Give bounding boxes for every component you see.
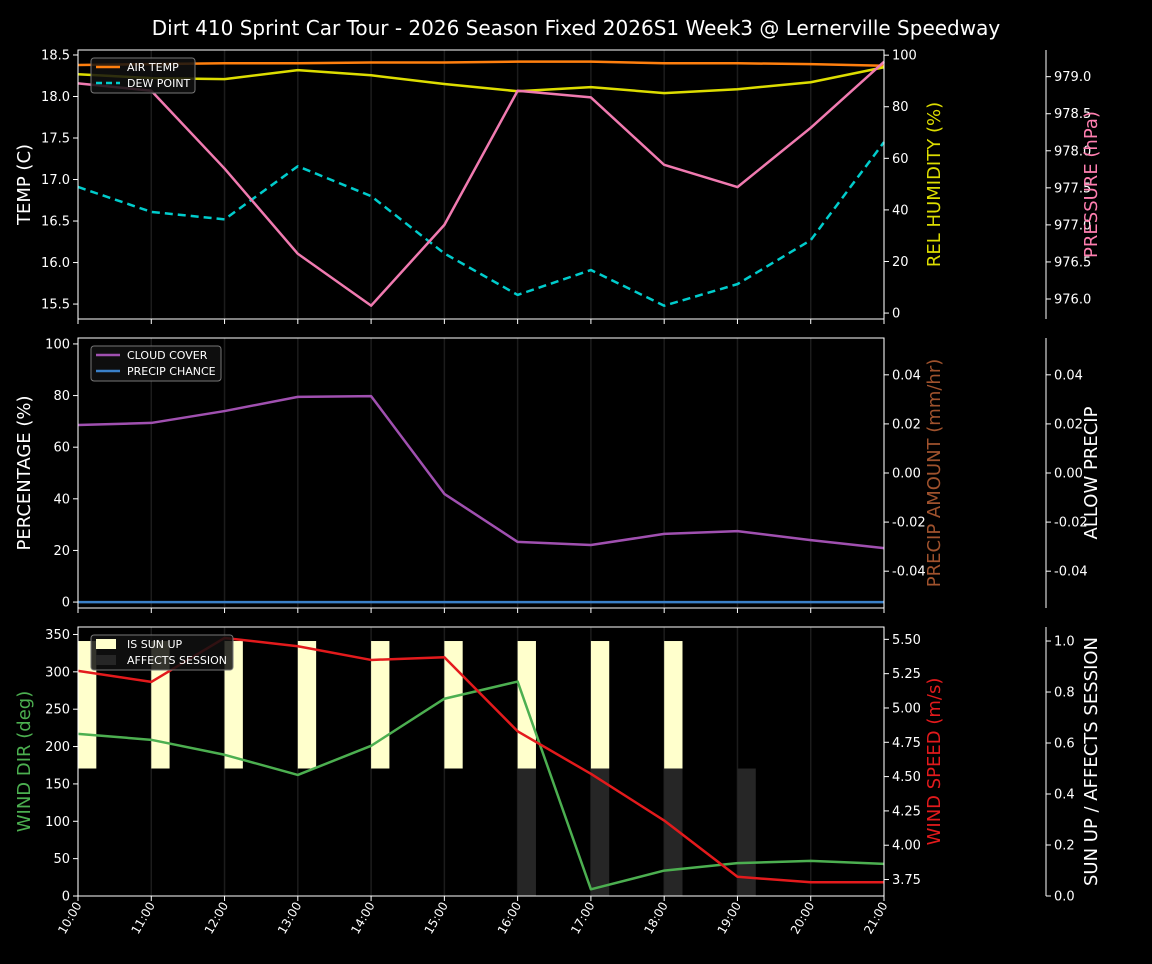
y-tick-label: 60 [53, 441, 70, 456]
y-tick-label: 0 [892, 307, 900, 322]
x-tick-label: 10:00 [55, 900, 84, 937]
y-tick-label: 40 [892, 203, 909, 218]
x-tick-label: 12:00 [202, 900, 231, 937]
y-tick-label: 4.00 [892, 839, 921, 854]
y-tick-label: 0.8 [1054, 686, 1075, 701]
axis-label-right2: ALLOW PRECIP [1081, 406, 1102, 539]
y-tick-label: 4.75 [892, 736, 921, 751]
y-tick-label: 20 [53, 544, 70, 559]
x-tick-label: 18:00 [641, 900, 670, 937]
x-tick-label: 16:00 [495, 900, 524, 937]
y-tick-label: 0.6 [1054, 737, 1075, 752]
axis-label-left: PERCENTAGE (%) [14, 395, 35, 550]
y-tick-label: 0 [62, 596, 70, 611]
x-tick-label: 19:00 [715, 900, 744, 937]
y-tick-label: 0.2 [1054, 839, 1075, 854]
x-tick-label: 17:00 [568, 900, 597, 937]
x-tick-label: 21:00 [861, 900, 890, 937]
y-tick-label: 976.0 [1054, 292, 1091, 307]
panel-1: 15.5 16.0 16.5 17.0 17.5 18.0 18.5 TEMP (C) 0 20 4… [14, 48, 1102, 324]
legend: IS SUN UP AFFECTS SESSION [91, 635, 233, 670]
y-tick-label: 16.0 [41, 256, 70, 271]
y-tick-label: 15.5 [41, 298, 70, 313]
y-tick-label: 0 [62, 890, 70, 905]
y-tick-label: 0.02 [1054, 417, 1083, 432]
y-tick-label: 0.04 [1054, 368, 1083, 383]
y-tick-label: -0.04 [892, 565, 926, 580]
y-tick-label: 18.0 [41, 90, 70, 105]
chart-title: Dirt 410 Sprint Car Tour - 2026 Season F… [152, 16, 1001, 40]
y-tick-label: 100 [45, 337, 70, 352]
bar-is-sun-up [298, 641, 316, 768]
legend-label: AFFECTS SESSION [127, 654, 227, 667]
y-tick-label: 20 [892, 255, 909, 270]
y-tick-label: 100 [892, 49, 917, 64]
axis-label-right: WIND SPEED (m/s) [924, 678, 945, 846]
y-tick-label: 17.5 [41, 132, 70, 147]
y-tick-label: 0.0 [1054, 890, 1075, 905]
axis-label-right: REL HUMIDITY (%) [924, 102, 945, 267]
y-tick-label: 18.5 [41, 48, 70, 63]
axis-label-right2: SUN UP / AFFECTS SESSION [1081, 637, 1102, 886]
y-tick-label: 17.0 [41, 173, 70, 188]
axis-label-right: PRECIP AMOUNT (mm/hr) [924, 359, 945, 588]
y-tick-label: 80 [892, 100, 909, 115]
y-tick-label: 80 [53, 389, 70, 404]
bar-affects-session [591, 769, 609, 896]
y-tick-label: 1.0 [1054, 635, 1075, 650]
y-tick-label: 150 [45, 777, 70, 792]
y-tick-label: 100 [45, 815, 70, 830]
y-tick-label: 979.0 [1054, 70, 1091, 85]
y-tick-label: 5.50 [892, 633, 921, 648]
axis-label-left: WIND DIR (deg) [14, 691, 35, 833]
y-tick-label: 0.00 [1054, 467, 1083, 482]
y-tick-label: -0.04 [1054, 565, 1088, 580]
y-tick-label: 0.04 [892, 368, 921, 383]
y-tick-label: 4.50 [892, 770, 921, 785]
panel-3: 0 50 100 150 200 250 300 350 WIND DIR (deg) 3.75 4… [14, 627, 1102, 905]
legend-label: AIR TEMP [127, 61, 179, 74]
legend-label: CLOUD COVER [127, 349, 208, 362]
bar-is-sun-up [664, 641, 682, 768]
x-tick-label: 20:00 [788, 900, 817, 937]
y-tick-label: 16.5 [41, 215, 70, 230]
legend-label: PRECIP CHANCE [127, 365, 216, 378]
x-tick-label: 13:00 [275, 900, 304, 937]
y-tick-label: 250 [45, 703, 70, 718]
bar-is-sun-up [591, 641, 609, 768]
y-tick-label: 5.25 [892, 667, 921, 682]
plot-area [78, 50, 884, 319]
y-tick-label: 300 [45, 665, 70, 680]
y-tick-label: 3.75 [892, 873, 921, 888]
axis-label-right2: PRESSURE (hPa) [1081, 111, 1102, 258]
y-tick-label: 5.00 [892, 701, 921, 716]
axis-label-left: TEMP (C) [14, 144, 35, 226]
y-tick-label: 0.02 [892, 417, 921, 432]
legend-label: DEW POINT [127, 77, 191, 90]
y-tick-label: 4.25 [892, 804, 921, 819]
y-tick-label: 350 [45, 628, 70, 643]
legend-label: IS SUN UP [127, 638, 183, 651]
legend-swatch [96, 655, 116, 665]
legend: AIR TEMP DEW POINT [91, 58, 195, 93]
y-tick-label: -0.02 [892, 516, 926, 531]
x-tick-label: 15:00 [422, 900, 451, 937]
legend-swatch [96, 639, 116, 649]
y-tick-label: 200 [45, 740, 70, 755]
legend: CLOUD COVER PRECIP CHANCE [91, 346, 221, 381]
panel-2: 0 20 40 60 80 100 PERCENTAGE (%) -0.04 -0.02 0.00… [14, 337, 1102, 613]
y-tick-label: 0.00 [892, 467, 921, 482]
x-tick-label: 14:00 [348, 900, 377, 937]
x-tick-label: 11:00 [128, 900, 157, 937]
y-tick-label: 50 [53, 852, 70, 867]
y-tick-label: 40 [53, 492, 70, 507]
bar-affects-session [518, 769, 536, 896]
y-tick-label: 60 [892, 152, 909, 167]
y-tick-label: 0.4 [1054, 788, 1075, 803]
